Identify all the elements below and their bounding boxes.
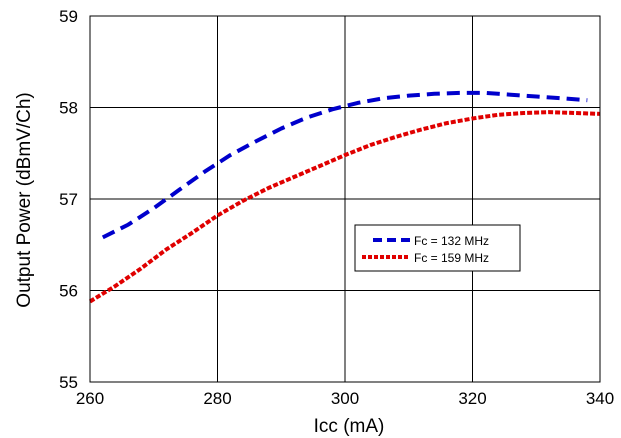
series-line-1 bbox=[88, 110, 601, 304]
x-tick-label: 340 bbox=[586, 389, 614, 408]
x-tick-label: 260 bbox=[76, 389, 104, 408]
y-tick-label: 59 bbox=[59, 7, 78, 26]
y-tick-label: 56 bbox=[59, 282, 78, 301]
x-tick-label: 320 bbox=[458, 389, 486, 408]
y-tick-label: 55 bbox=[59, 373, 78, 392]
x-tick-labels: 260 280 300 320 340 bbox=[76, 389, 614, 408]
y-axis-title: Output Power (dBmV/Ch) bbox=[14, 92, 35, 307]
grid-lines bbox=[89, 15, 601, 383]
legend-label-159: Fc = 159 MHz bbox=[414, 251, 489, 265]
x-axis-title: Icc (mA) bbox=[314, 416, 385, 437]
x-tick-label: 300 bbox=[331, 389, 359, 408]
y-tick-labels: 55 56 57 58 59 bbox=[59, 7, 78, 392]
y-tick-label: 58 bbox=[59, 99, 78, 118]
series-lines bbox=[88, 90, 601, 304]
legend-box bbox=[354, 224, 521, 272]
plot-area-frame bbox=[89, 15, 601, 383]
legend-label-132: Fc = 132 MHz bbox=[414, 234, 489, 248]
y-tick-label: 57 bbox=[59, 190, 78, 209]
x-tick-label: 280 bbox=[203, 389, 231, 408]
legend: Fc = 132 MHz Fc = 159 MHz bbox=[354, 224, 521, 272]
